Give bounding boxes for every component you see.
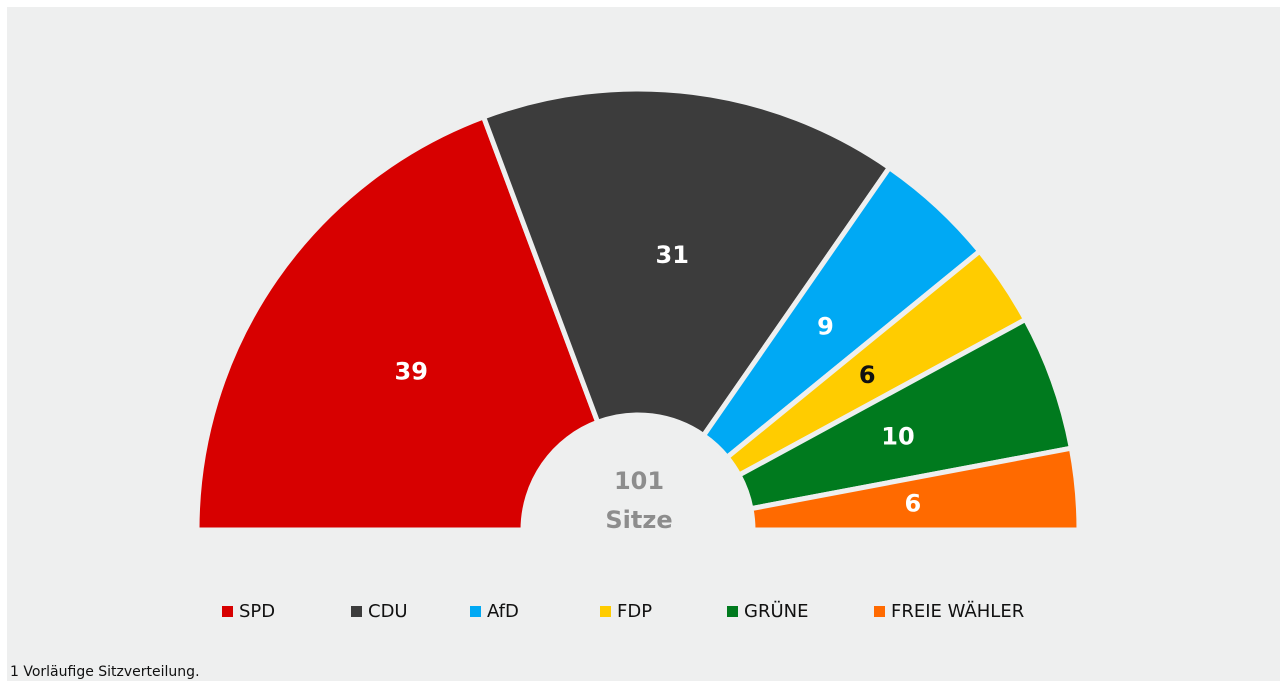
legend-swatch <box>351 606 362 617</box>
segment-label: 31 <box>656 241 689 269</box>
seat-segment <box>480 86 893 439</box>
segment-label: 6 <box>904 489 921 517</box>
segment-label: 6 <box>859 361 876 389</box>
footnote: 1 Vorläufige Sitzverteilung. <box>10 664 200 680</box>
segment-label: 10 <box>881 422 914 450</box>
legend-swatch <box>222 606 233 617</box>
legend-swatch <box>727 606 738 617</box>
total-label: Sitze <box>605 506 672 534</box>
total-value: 101 <box>614 467 664 495</box>
seat-segment <box>194 113 601 533</box>
segment-label: 39 <box>395 358 428 386</box>
segment-label: 9 <box>817 312 834 340</box>
legend-label: FREIE WÄHLER <box>891 601 1024 622</box>
legend-label: SPD <box>239 601 275 622</box>
legend-label: GRÜNE <box>744 600 808 622</box>
legend-label: CDU <box>368 601 408 622</box>
legend-label: AfD <box>487 601 519 622</box>
legend-label: FDP <box>617 601 652 622</box>
legend-swatch <box>600 606 611 617</box>
legend-swatch <box>470 606 481 617</box>
legend-swatch <box>874 606 885 617</box>
seat-segment <box>748 445 1082 533</box>
